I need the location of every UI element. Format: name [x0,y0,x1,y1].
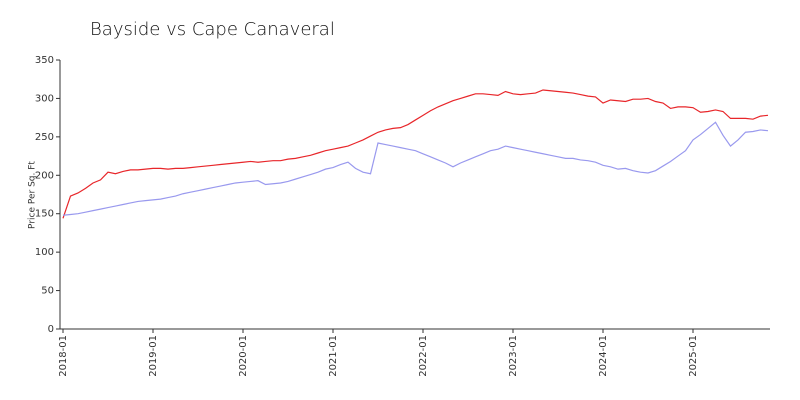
x-tick-label: 2023-01 [508,335,519,377]
series-line [62,121,769,216]
chart-title: Bayside vs Cape Canaveral [90,19,335,40]
y-tick-label: 300 [35,93,54,104]
x-tick-label: 2025-01 [688,335,699,377]
y-axis-label: Price Per Sq. Ft [28,161,38,229]
y-tick-label: 50 [41,286,54,297]
x-tick-label: 2021-01 [328,335,339,377]
y-tick-label: 0 [48,324,54,335]
series-line [62,89,769,219]
x-tick-label: 2020-01 [238,335,249,377]
y-tick-label: 350 [35,55,54,66]
x-tick-label: 2022-01 [418,335,429,377]
y-tick-label: 200 [35,170,54,181]
x-tick-label: 2019-01 [148,335,159,377]
x-tick-label: 2018-01 [58,335,69,377]
y-tick-label: 250 [35,132,54,143]
x-tick-label: 2024-01 [598,335,609,377]
y-tick-label: 150 [35,209,54,220]
y-tick-label: 100 [35,247,54,258]
